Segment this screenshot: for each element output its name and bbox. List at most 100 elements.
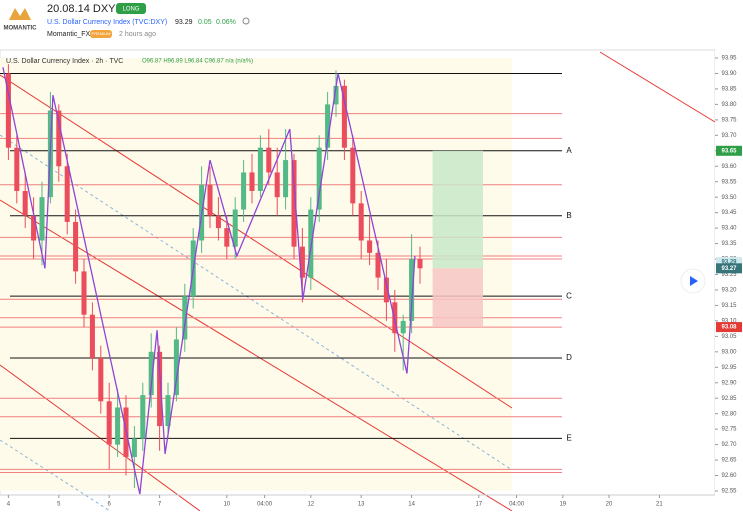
logo-text: MOMANTIC <box>4 26 38 32</box>
candle-body <box>173 339 179 396</box>
change: 0.05 <box>198 19 212 26</box>
x-tick-label: 6 <box>108 502 112 508</box>
author-badge-bg <box>90 30 112 38</box>
y-tick-label: 93.90 <box>721 71 737 77</box>
candle-body <box>417 259 423 269</box>
zigzag <box>2 67 416 495</box>
candle-body <box>316 147 322 210</box>
chart-layer: A B C D E <box>0 64 572 495</box>
idea-title: 20.08.14 DXY <box>47 3 116 15</box>
stop-zone <box>432 268 483 328</box>
candle-body <box>31 215 37 241</box>
candle-body <box>56 110 62 167</box>
candle-body <box>350 147 356 204</box>
candle-body <box>241 172 247 210</box>
x-tick-label: 7 <box>158 502 162 508</box>
play-button[interactable] <box>680 268 706 294</box>
candle-body <box>375 252 381 278</box>
y-tick-label: 93.95 <box>721 56 737 62</box>
x-tick-label: 5 <box>57 502 61 508</box>
candle-body <box>207 184 213 216</box>
y-tick-label: 92.90 <box>721 380 737 386</box>
y-tick-label: 93.55 <box>721 179 737 185</box>
y-tick-label: 92.85 <box>721 396 737 402</box>
badge-bg <box>116 3 146 14</box>
candle-body <box>400 320 406 334</box>
candle-body <box>131 438 137 457</box>
y-tick-label: 92.65 <box>721 458 737 464</box>
candle-body <box>308 209 314 278</box>
x-tick-label: 12 <box>307 502 314 508</box>
x-tick-label: 20 <box>606 502 613 508</box>
level-label: B <box>566 211 571 220</box>
price-axis <box>715 50 743 511</box>
candle-body <box>89 314 95 359</box>
x-tick-label: 17 <box>475 502 482 508</box>
candle-body <box>232 209 238 247</box>
candle-body <box>73 221 79 272</box>
y-tick-label: 93.70 <box>721 133 737 139</box>
candle-body <box>106 401 112 445</box>
x-tick-label: 04:00 <box>257 502 273 508</box>
author-badge: PREMIUM <box>92 31 111 36</box>
y-tick-label: 93.35 <box>721 241 737 247</box>
candle-body <box>115 407 121 445</box>
logo: MOMANTIC <box>4 8 38 32</box>
y-tick-label: 93.05 <box>721 334 737 340</box>
y-tick-label: 92.80 <box>721 411 737 417</box>
alert-icon[interactable] <box>242 17 250 25</box>
author[interactable]: Momantic_FX <box>47 31 91 38</box>
candle-body <box>325 104 331 148</box>
y-tick-label: 93.00 <box>721 349 737 355</box>
x-tick-label: 10 <box>223 502 230 508</box>
change-pct: 0.06% <box>216 19 236 26</box>
y-tick-label: 93.50 <box>721 195 737 201</box>
candle-body <box>215 215 221 229</box>
candle-body <box>98 358 104 402</box>
y-tick-label: 93.15 <box>721 303 737 309</box>
channel-mid <box>0 134 513 512</box>
candle-body <box>182 296 188 340</box>
level-label: C <box>566 291 572 300</box>
candle-body <box>64 166 70 222</box>
y-tick-label: 92.75 <box>721 427 737 433</box>
target-zone <box>432 150 483 269</box>
y-tick-label: 92.95 <box>721 365 737 371</box>
candle-body <box>266 147 272 173</box>
candle-body <box>157 351 163 427</box>
legend-title: U.S. Dollar Currency Index · 2h · TVC <box>6 58 123 65</box>
x-tick-label: 14 <box>408 502 415 508</box>
symbol[interactable]: U.S. Dollar Currency Index (TVC:DXY) <box>47 19 167 26</box>
price-tag <box>716 145 742 156</box>
candle-body <box>39 197 45 241</box>
candle-body <box>333 85 339 105</box>
candle-body <box>299 246 305 278</box>
price-tag <box>716 263 742 274</box>
y-tick-label: 93.10 <box>721 318 737 324</box>
candle-body <box>257 147 263 191</box>
y-tick-label: 93.80 <box>721 102 737 108</box>
candle-body <box>358 203 364 241</box>
level-label: E <box>566 434 571 443</box>
time: 2 hours ago <box>119 31 156 38</box>
candle-body <box>81 271 87 315</box>
candle-body <box>5 73 11 148</box>
level-label: A <box>566 146 572 155</box>
candle-body <box>165 395 171 427</box>
candle-body <box>409 259 415 321</box>
y-tick-label: 93.20 <box>721 288 737 294</box>
candle-body <box>367 240 373 253</box>
candle-body <box>22 190 28 216</box>
x-tick-label: 19 <box>559 502 566 508</box>
level-label: D <box>566 353 572 362</box>
y-tick-label: 93.75 <box>721 117 737 123</box>
x-tick-label: 21 <box>656 502 663 508</box>
candle-body <box>274 172 280 198</box>
y-tick-label: 92.55 <box>721 489 737 495</box>
y-tick-label: 92.60 <box>721 473 737 479</box>
y-tick-label: 92.70 <box>721 442 737 448</box>
candle-body <box>140 395 146 439</box>
candle-body <box>283 160 289 198</box>
price-tag <box>716 322 742 333</box>
